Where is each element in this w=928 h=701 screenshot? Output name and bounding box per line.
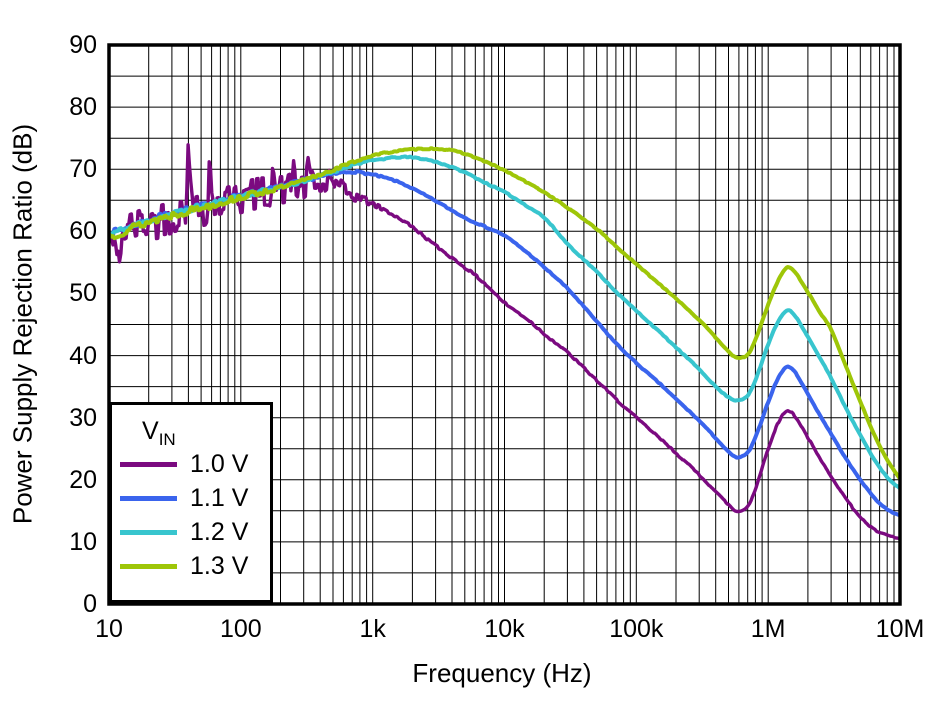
- y-tick-label: 40: [69, 341, 97, 370]
- legend-swatch-1.1V: [120, 495, 177, 501]
- x-tick-label: 10M: [875, 615, 925, 643]
- legend-item: 1.2 V: [112, 515, 270, 549]
- x-tick-label: 1k: [359, 615, 386, 643]
- x-tick-label: 100: [219, 615, 262, 643]
- legend-title-text: V: [142, 417, 159, 445]
- legend-label: 1.1 V: [190, 484, 249, 512]
- plot-frame: [107, 43, 902, 606]
- legend-label: 1.0 V: [190, 450, 249, 478]
- y-tick-label: 10: [69, 527, 97, 556]
- legend-rows: 1.0 V 1.1 V 1.2 V 1.3 V: [112, 447, 270, 583]
- legend-title: VIN: [112, 415, 270, 449]
- y-tick-label: 80: [69, 93, 97, 122]
- series-line-1.0V: [109, 143, 900, 541]
- x-tick-label: 10k: [484, 615, 525, 643]
- legend: VIN 1.0 V 1.1 V 1.2 V 1.3 V: [109, 402, 273, 603]
- legend-item: 1.0 V: [112, 447, 270, 481]
- curves: [109, 143, 900, 541]
- y-axis-title: Power Supply Rejection Ratio (dB): [7, 123, 38, 525]
- x-tick-label: 1M: [750, 615, 786, 643]
- y-tick-label: 30: [69, 403, 97, 432]
- x-axis-title: Frequency (Hz): [412, 658, 592, 688]
- legend-label: 1.2 V: [190, 518, 249, 546]
- legend-item: 1.1 V: [112, 481, 270, 515]
- x-tick-label: 10: [95, 615, 123, 643]
- y-tick-label: 0: [83, 590, 97, 618]
- legend-item: 1.3 V: [112, 549, 270, 583]
- legend-swatch-1.0V: [120, 461, 177, 467]
- series-line-1.3V: [109, 146, 900, 481]
- legend-title-subscript: IN: [158, 430, 176, 449]
- y-tick-label: 20: [69, 465, 97, 494]
- legend-swatch-1.2V: [120, 529, 177, 535]
- y-tick-label: 50: [69, 279, 97, 308]
- x-tick-label: 100k: [609, 615, 664, 643]
- legend-label: 1.3 V: [190, 552, 249, 580]
- legend-swatch-1.3V: [120, 563, 177, 569]
- y-tick-label: 70: [69, 155, 97, 184]
- y-tick-label: 60: [69, 217, 97, 246]
- y-tick-label: 90: [69, 31, 97, 59]
